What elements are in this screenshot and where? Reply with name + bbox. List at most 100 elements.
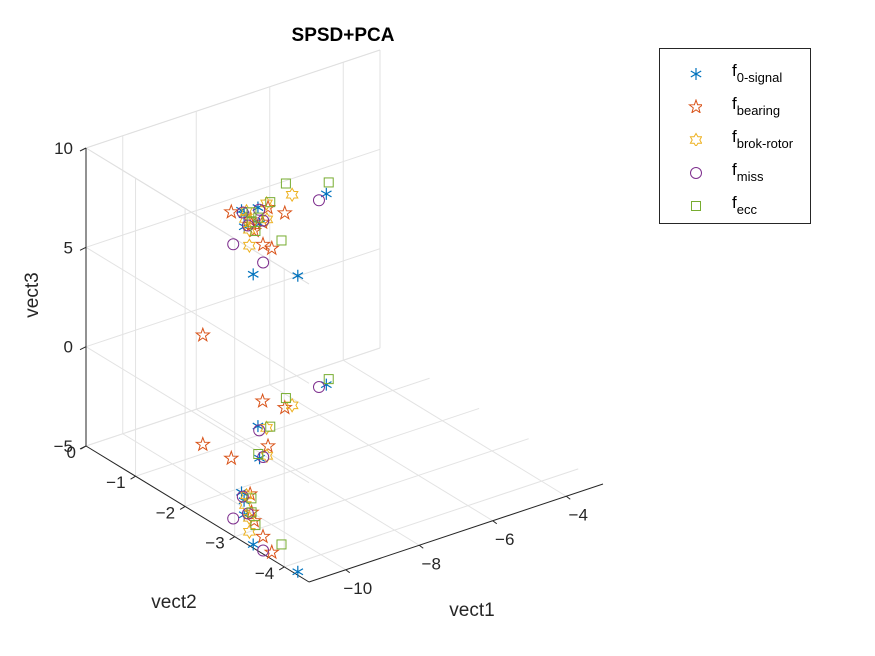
grid-line [85, 346, 310, 484]
data-point-projection [236, 490, 249, 503]
grid-line [85, 246, 310, 384]
series-ecc [246, 177, 334, 550]
data-markers [194, 177, 334, 578]
legend-label-main: f [732, 127, 737, 146]
legend-marker-shape [690, 167, 702, 179]
z-tick-label: 0 [64, 338, 73, 357]
legend-marker-icon [690, 167, 702, 179]
y-tick-label: −3 [205, 534, 224, 553]
data-point-projection [276, 539, 287, 550]
legend-label-main: f [732, 94, 737, 113]
data-point [238, 211, 252, 227]
data-point [276, 204, 293, 221]
z-tick-mark [79, 246, 87, 251]
data-point [260, 211, 274, 227]
data-point [263, 239, 280, 256]
y-tick-mark [229, 536, 235, 541]
legend-label: fmiss [732, 160, 763, 184]
legend-label-subscript: 0-signal [736, 70, 783, 85]
legend-label-main: f [732, 193, 737, 212]
y-axis-line [85, 445, 310, 583]
data-point-projection [253, 424, 266, 437]
data-point [276, 235, 287, 246]
x-tick-label: −6 [495, 530, 514, 549]
data-point-projection [223, 449, 240, 466]
data-point [242, 238, 256, 254]
chart-title: SPSD+PCA [292, 25, 395, 46]
y-tick-mark [179, 506, 186, 510]
x-tick-mark [492, 520, 498, 525]
x-axis-line [308, 483, 604, 583]
legend-label: fbearing [732, 94, 780, 118]
data-point [254, 235, 272, 252]
y-axis-label: vect2 [151, 592, 196, 613]
x-axis-label: vect1 [449, 600, 494, 621]
data-point [236, 206, 249, 219]
data-point-projection [265, 421, 276, 432]
data-point [253, 203, 266, 216]
data-point-projection [254, 528, 272, 544]
data-point [257, 256, 270, 269]
x-tick-label: −10 [343, 579, 372, 598]
z-axis-label: vect3 [22, 272, 43, 317]
x-tick-mark [418, 544, 424, 549]
grid-line [195, 408, 420, 546]
legend-label-main: f [732, 160, 737, 179]
y-tick-mark [130, 475, 136, 480]
data-point-projection [238, 497, 252, 513]
grid-line [284, 468, 579, 568]
legend-marker-icon [690, 68, 702, 80]
data-point [223, 203, 240, 219]
y-tick-label: −1 [106, 473, 125, 492]
data-point-projection [276, 399, 293, 415]
data-point-projection [242, 510, 256, 526]
y-tick-label: 0 [67, 443, 76, 462]
legend-label: fecc [732, 193, 757, 217]
legend-item-0-signal: f0-signal [660, 58, 810, 88]
data-point-projection [253, 449, 264, 460]
data-point-projection [312, 381, 325, 394]
series-miss [227, 194, 325, 557]
data-point-projection [227, 512, 240, 525]
z-tick-label: 5 [64, 238, 73, 257]
box-edge [85, 49, 381, 149]
data-point-projection [250, 520, 261, 531]
data-point [312, 194, 325, 207]
data-point-projection [247, 538, 259, 551]
grid-line [85, 148, 381, 248]
data-point [280, 178, 291, 189]
data-point-projection [263, 543, 280, 560]
grid-line [135, 377, 430, 477]
legend-marker-shape [689, 132, 702, 146]
data-point-projection [257, 544, 270, 557]
data-point-projection [194, 435, 211, 452]
grid-line [269, 384, 494, 522]
x-tick-label: −8 [422, 554, 441, 573]
data-point-projection [260, 448, 274, 464]
data-point-projection [246, 493, 257, 504]
legend-marker-icon [688, 99, 702, 113]
data-point [260, 195, 274, 211]
grid-line [234, 438, 529, 538]
data-point [247, 268, 259, 281]
data-point-projection [292, 565, 304, 578]
data-point [285, 187, 299, 203]
y-tick-label: −4 [255, 564, 274, 583]
legend-label: f0-signal [732, 61, 782, 85]
data-point [227, 238, 240, 251]
z-tick-mark [79, 346, 87, 351]
grid-line [85, 347, 381, 447]
x-tick-label: −4 [569, 505, 588, 524]
legend-label-subscript: brok-rotor [736, 136, 794, 151]
data-point [292, 269, 304, 282]
z-tick-mark [79, 445, 87, 450]
data-point [253, 212, 264, 223]
legend-label-subscript: bearing [736, 103, 781, 118]
data-point-projection [242, 524, 256, 540]
data-point [194, 326, 211, 343]
data-point [265, 197, 276, 208]
grid-line [184, 407, 480, 507]
